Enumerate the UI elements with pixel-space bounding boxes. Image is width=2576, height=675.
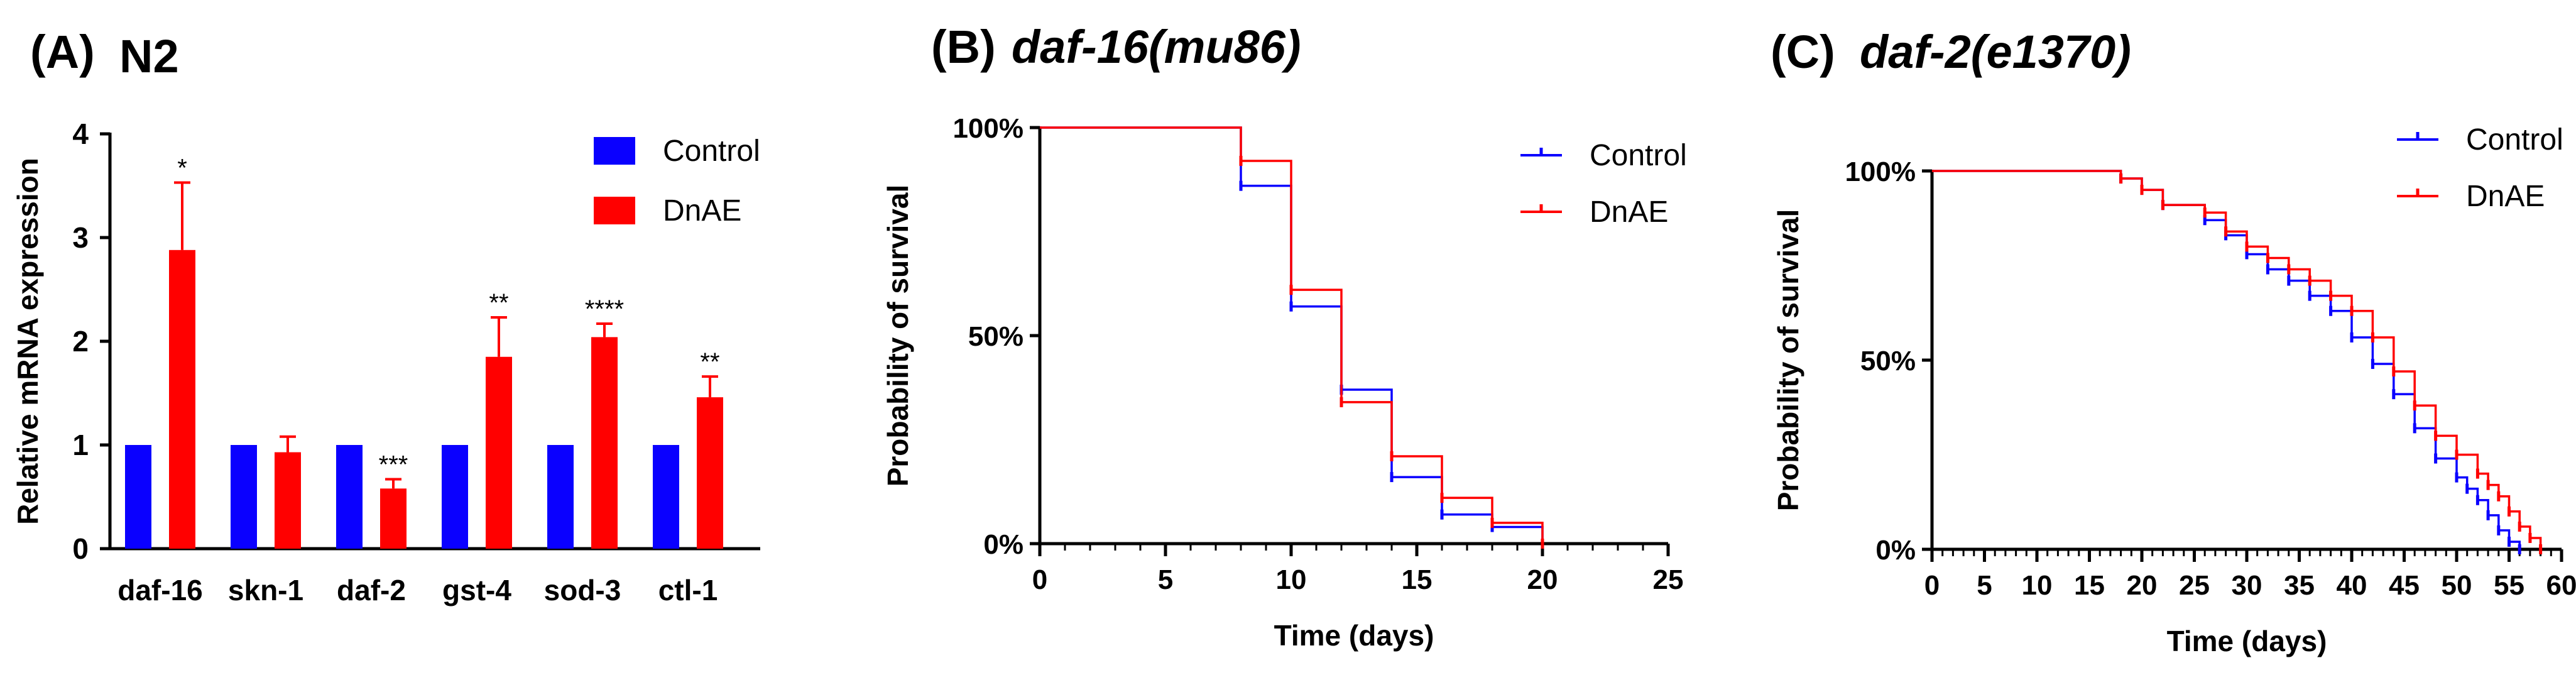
panel-c-xtick-label: 15 xyxy=(2074,570,2105,601)
panel-b-xtick-label: 25 xyxy=(1653,564,1684,595)
panel-c-xtick-label: 40 xyxy=(2337,570,2367,601)
panel-a-ylabel: Relative mRNA expression xyxy=(11,158,44,525)
panel-a-bar-control xyxy=(336,445,363,549)
panel-a-letter: (A) xyxy=(30,26,95,78)
panel-b-xtick-label: 10 xyxy=(1276,564,1307,595)
panel-a-legend-label: Control xyxy=(663,134,760,168)
panel-a-ytick-label: 3 xyxy=(72,221,89,254)
panel-c-legend-label: Control xyxy=(2466,123,2563,156)
panel-c-xtick-label: 35 xyxy=(2284,570,2315,601)
panel-a-ytick-label: 4 xyxy=(72,118,89,150)
panel-c-ytick-label: 0% xyxy=(1875,535,1916,566)
panel-a-ytick-label: 1 xyxy=(72,429,89,461)
panel-a-bar-dnae xyxy=(380,488,407,549)
panel-b-xlabel: Time (days) xyxy=(1274,619,1434,652)
panel-c-xtick-label: 5 xyxy=(1977,570,1992,601)
panel-c-ytick-label: 50% xyxy=(1860,346,1916,376)
panel-c-xtick-label: 55 xyxy=(2494,570,2524,601)
panel-a-category-label: ctl-1 xyxy=(658,574,718,606)
panel-c-xtick-label: 0 xyxy=(1924,570,1940,601)
panel-a-category-label: daf-2 xyxy=(337,574,406,606)
panel-a-legend-swatch xyxy=(594,197,635,224)
panel-c-xtick-label: 25 xyxy=(2179,570,2210,601)
panel-a-bar-dnae xyxy=(591,337,618,549)
panel-b-xtick-label: 0 xyxy=(1032,564,1047,595)
panel-b-series-dnae xyxy=(1040,126,1544,544)
panel-a-bar-control xyxy=(442,445,468,549)
panel-c-xtick-label: 45 xyxy=(2389,570,2420,601)
panel-c-series-dnae xyxy=(1932,170,2542,549)
panel-a-category-label: skn-1 xyxy=(228,574,303,606)
panel-a-bar-control xyxy=(231,445,257,549)
panel-c-xtick-label: 30 xyxy=(2232,570,2262,601)
panel-b-letter: (B) xyxy=(931,21,996,73)
panel-a-title: N2 xyxy=(119,30,179,82)
panel-c-xlabel: Time (days) xyxy=(2167,625,2327,657)
panel-b-ytick-label: 100% xyxy=(952,113,1023,144)
panel-a-ytick-label: 0 xyxy=(72,532,89,565)
panel-a-significance: **** xyxy=(585,295,624,323)
panel-b-xtick-label: 15 xyxy=(1402,564,1433,595)
panel-a-bar-dnae xyxy=(169,250,195,549)
panel-b-xtick-label: 20 xyxy=(1527,564,1558,595)
panel-a-legend-label: DnAE xyxy=(663,194,741,228)
panel-b-legend-label: Control xyxy=(1590,139,1687,172)
panel-a-bar-control xyxy=(653,445,679,549)
panel-a-bar-dnae xyxy=(275,452,301,549)
panel-b-ytick-label: 0% xyxy=(983,529,1023,560)
panel-a-category-label: sod-3 xyxy=(544,574,621,606)
panel-a-category-label: gst-4 xyxy=(442,574,511,606)
panel-c-xtick-label: 20 xyxy=(2127,570,2158,601)
panel-a-bar-dnae xyxy=(486,356,512,549)
panel-a-significance: *** xyxy=(379,451,408,478)
panel-a-bar-control xyxy=(547,445,574,549)
panel-b-ylabel: Probability of survival xyxy=(881,185,914,487)
panel-a-ytick-label: 2 xyxy=(72,325,89,358)
panel-a-bar-control xyxy=(125,445,151,549)
panel-a-legend-swatch xyxy=(594,137,635,165)
panel-c-title: daf-2(e1370) xyxy=(1860,26,2131,78)
panel-a-significance: ** xyxy=(489,289,508,317)
panel-b-title: daf-16(mu86) xyxy=(1012,21,1301,73)
panel-a-category-label: daf-16 xyxy=(117,574,202,606)
panel-a-significance: * xyxy=(177,155,187,182)
panel-c-xtick-label: 50 xyxy=(2442,570,2472,601)
panel-c-legend-label: DnAE xyxy=(2466,180,2545,213)
panel-c-xtick-label: 10 xyxy=(2022,570,2053,601)
panel-c-xtick-label: 60 xyxy=(2546,570,2576,601)
panel-b-ytick-label: 50% xyxy=(968,321,1023,352)
panel-a-bar-dnae xyxy=(697,397,723,549)
panel-c-letter: (C) xyxy=(1771,26,1835,78)
panel-c-ylabel: Probability of survival xyxy=(1772,209,1804,512)
panel-a-significance: ** xyxy=(700,348,719,376)
panel-b-xtick-label: 5 xyxy=(1158,564,1173,595)
panel-c-ytick-label: 100% xyxy=(1845,156,1916,187)
panel-b-legend-label: DnAE xyxy=(1590,195,1668,229)
